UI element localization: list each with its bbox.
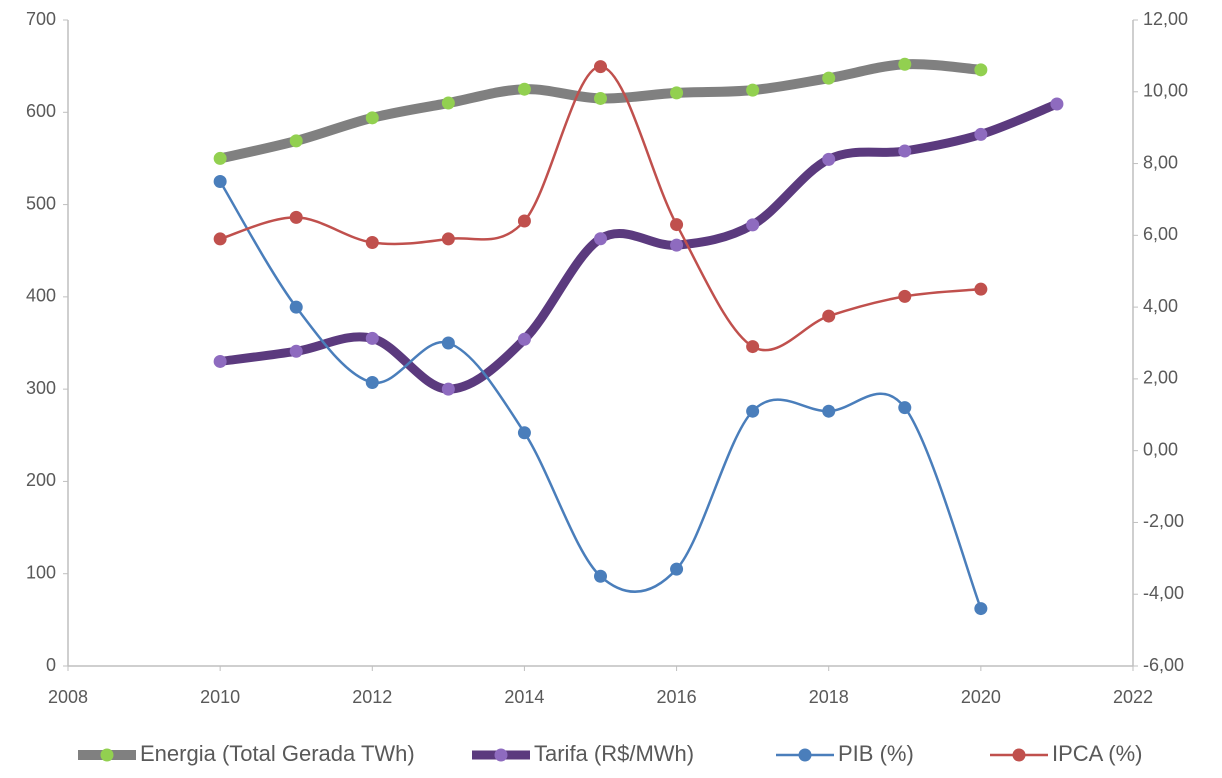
y2-tick-label: 8,00 — [1143, 152, 1178, 172]
series-marker — [213, 354, 227, 368]
series-marker — [746, 340, 760, 354]
series-marker — [898, 144, 912, 158]
series-line — [215, 59, 986, 164]
series-marker — [1050, 97, 1064, 111]
series-marker — [289, 210, 303, 224]
legend-label: PIB (%) — [838, 741, 914, 766]
y-tick-label: 0 — [46, 655, 56, 675]
series-marker — [289, 300, 303, 314]
series-marker — [898, 289, 912, 303]
y2-tick-label: -2,00 — [1143, 511, 1184, 531]
series-line — [218, 65, 983, 352]
series-marker — [822, 71, 836, 85]
x-tick-label: 2012 — [352, 687, 392, 707]
y-tick-label: 200 — [26, 470, 56, 490]
x-tick-label: 2022 — [1113, 687, 1153, 707]
series-marker — [594, 91, 607, 105]
x-tick-label: 2016 — [657, 687, 697, 707]
series-marker — [213, 232, 227, 246]
series-marker — [213, 175, 227, 188]
series-marker — [974, 282, 988, 296]
series-marker — [822, 152, 836, 166]
series-marker — [365, 236, 379, 250]
series-marker — [822, 404, 836, 418]
series-marker — [594, 232, 607, 246]
series-marker — [289, 134, 303, 148]
x-tick-label: 2018 — [809, 687, 849, 707]
series-marker — [594, 60, 607, 74]
series-marker — [365, 331, 379, 345]
x-tick-label: 2008 — [48, 687, 88, 707]
series-marker — [898, 401, 912, 415]
y2-tick-label: 12,00 — [1143, 9, 1188, 29]
series-marker — [517, 332, 531, 346]
y2-tick-label: 4,00 — [1143, 296, 1178, 316]
legend-marker — [100, 748, 114, 762]
series-line — [215, 99, 1062, 394]
y-tick-label: 100 — [26, 562, 56, 582]
series-marker — [898, 57, 912, 71]
x-tick-label: 2010 — [200, 687, 240, 707]
series-marker — [670, 562, 684, 576]
series-marker — [594, 569, 607, 583]
series-marker — [746, 218, 760, 232]
y-tick-label: 500 — [26, 193, 56, 213]
series-marker — [822, 309, 836, 323]
y2-tick-label: 6,00 — [1143, 224, 1178, 244]
series-marker — [441, 336, 455, 350]
x-tick-label: 2020 — [961, 687, 1001, 707]
series-marker — [746, 83, 760, 97]
legend-label: Energia (Total Gerada TWh) — [140, 741, 415, 766]
series-marker — [365, 375, 379, 389]
series-marker — [670, 238, 684, 252]
series-marker — [517, 426, 531, 440]
series-marker — [974, 127, 988, 141]
y2-tick-label: 0,00 — [1143, 439, 1178, 459]
series-marker — [670, 218, 684, 232]
series-marker — [441, 232, 455, 246]
legend-marker — [494, 748, 508, 762]
legend-label: IPCA (%) — [1052, 741, 1142, 766]
series-marker — [441, 96, 455, 110]
y-tick-label: 300 — [26, 378, 56, 398]
legend-marker — [798, 748, 812, 762]
y2-tick-label: -4,00 — [1143, 583, 1184, 603]
series-line — [218, 180, 983, 610]
series-marker — [517, 82, 531, 96]
y-tick-label: 400 — [26, 286, 56, 306]
legend-label: Tarifa (R$/MWh) — [534, 741, 694, 766]
y2-tick-label: 10,00 — [1143, 81, 1188, 101]
legend-marker — [1012, 748, 1026, 762]
series-marker — [517, 214, 531, 228]
series-marker — [441, 382, 455, 396]
y2-tick-label: 2,00 — [1143, 368, 1178, 388]
series-marker — [974, 602, 988, 616]
y-tick-label: 700 — [26, 9, 56, 29]
series-marker — [974, 63, 988, 77]
series-marker — [365, 111, 379, 125]
series-marker — [746, 404, 760, 418]
y2-tick-label: -6,00 — [1143, 655, 1184, 675]
series-marker — [670, 86, 684, 100]
y-tick-label: 600 — [26, 101, 56, 121]
series-marker — [213, 151, 227, 165]
series-marker — [289, 344, 303, 358]
x-tick-label: 2014 — [504, 687, 544, 707]
